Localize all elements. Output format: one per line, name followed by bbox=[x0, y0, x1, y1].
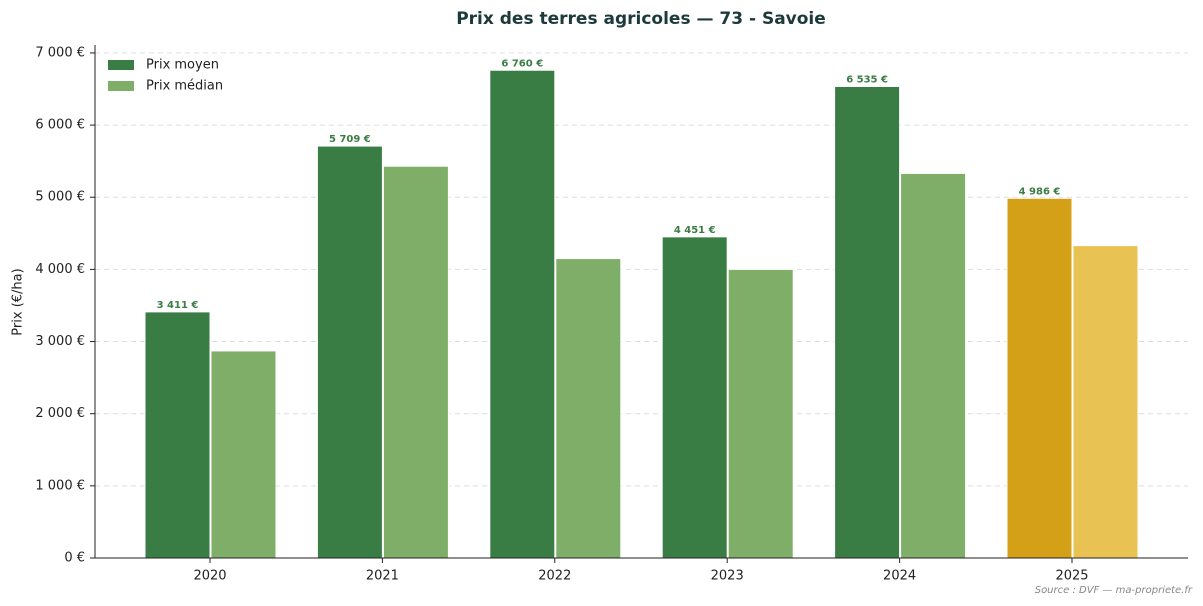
bar bbox=[727, 268, 794, 559]
bar bbox=[144, 311, 211, 559]
bar bbox=[834, 85, 901, 559]
bar bbox=[489, 69, 556, 559]
bar bbox=[661, 236, 728, 559]
x-tick-label: 2024 bbox=[883, 569, 916, 584]
chart-title: Prix des terres agricoles — 73 - Savoie bbox=[456, 9, 826, 29]
bar bbox=[382, 165, 449, 559]
y-tick-label: 2 000 € bbox=[35, 406, 85, 421]
x-tick-label: 2023 bbox=[711, 569, 744, 584]
value-label: 5 709 € bbox=[329, 134, 371, 145]
x-tick-label: 2020 bbox=[193, 569, 226, 584]
y-tick-label: 0 € bbox=[64, 551, 85, 566]
bar bbox=[210, 350, 277, 559]
y-tick-label: 6 000 € bbox=[35, 118, 85, 133]
legend-label: Prix médian bbox=[146, 79, 223, 94]
legend-swatch bbox=[108, 60, 134, 70]
y-axis-label: Prix (€/ha) bbox=[11, 268, 26, 335]
bar bbox=[900, 172, 967, 559]
bar bbox=[1006, 197, 1073, 559]
y-tick-label: 3 000 € bbox=[35, 334, 85, 349]
value-label: 4 986 € bbox=[1019, 186, 1061, 197]
value-label: 3 411 € bbox=[157, 300, 199, 311]
bar bbox=[555, 258, 622, 559]
x-tick-label: 2025 bbox=[1055, 569, 1088, 584]
legend-label: Prix moyen bbox=[146, 58, 219, 73]
y-tick-label: 7 000 € bbox=[35, 45, 85, 60]
value-label: 6 535 € bbox=[846, 74, 888, 85]
value-label: 4 451 € bbox=[674, 225, 716, 236]
y-tick-label: 1 000 € bbox=[35, 478, 85, 493]
bar bbox=[1072, 245, 1139, 559]
y-tick-label: 5 000 € bbox=[35, 190, 85, 205]
y-tick-label: 4 000 € bbox=[35, 262, 85, 277]
x-tick-label: 2021 bbox=[366, 569, 399, 584]
legend-swatch bbox=[108, 81, 134, 91]
x-tick-label: 2022 bbox=[538, 569, 571, 584]
source: Source : DVF — ma-propriete.fr bbox=[1035, 585, 1193, 596]
value-label: 6 760 € bbox=[501, 58, 543, 69]
bar bbox=[316, 145, 383, 559]
